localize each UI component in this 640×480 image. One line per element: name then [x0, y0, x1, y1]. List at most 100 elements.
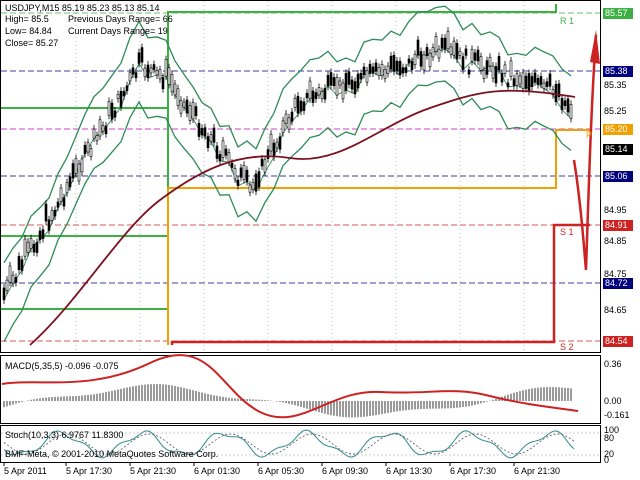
candle-body: [176, 88, 180, 106]
macd-bar: [456, 401, 458, 408]
macd-bar: [333, 401, 335, 416]
candle-body: [38, 230, 42, 240]
candle-body: [11, 274, 15, 284]
macd-bar: [450, 401, 452, 409]
macd-bar: [426, 401, 428, 409]
candle-body: [248, 184, 252, 193]
macd-bar: [441, 401, 443, 409]
candle-body: [200, 128, 204, 136]
macd-bar: [132, 386, 134, 401]
macd-bar: [393, 401, 395, 412]
price-tag-low: 84.72: [603, 278, 633, 289]
candle-body: [92, 128, 96, 139]
moving-average: [29, 89, 576, 346]
candle-body: [257, 171, 261, 188]
candle-body: [185, 99, 189, 114]
macd-bar: [78, 395, 80, 401]
macd-bar: [306, 401, 308, 409]
macd-bar: [444, 401, 446, 409]
macd-bar: [138, 385, 140, 401]
macd-bar: [480, 401, 482, 404]
candle-body: [482, 69, 486, 79]
macd-bar: [522, 390, 524, 401]
candle-body: [464, 48, 468, 56]
macd-bar: [411, 401, 413, 410]
macd-bar: [429, 401, 431, 409]
candle-body: [131, 67, 135, 75]
candle-body: [527, 73, 531, 92]
macd-bar: [546, 387, 548, 401]
macd-bar: [30, 399, 32, 401]
candle-body: [212, 127, 216, 143]
candle-body: [128, 72, 132, 82]
candle-body: [404, 67, 408, 73]
bollinger-bands: [3, 5, 572, 343]
candle-body: [158, 69, 162, 80]
candle-body: [116, 94, 120, 99]
candle-body: [29, 238, 33, 249]
macd-bar: [246, 399, 248, 401]
macd-bar: [15, 401, 17, 404]
candle-body: [554, 84, 558, 103]
macd-bar: [87, 394, 89, 401]
macd-bar: [408, 401, 410, 410]
macd-bar: [483, 401, 485, 403]
candle-body: [386, 65, 390, 74]
time-label: 6 Apr 01:30: [194, 466, 241, 476]
candle-body: [254, 173, 258, 192]
macd-bar: [375, 401, 377, 416]
candle-body: [437, 48, 441, 59]
macd-histogram: [1, 354, 579, 419]
macd-bar: [150, 384, 152, 401]
macd-bar: [348, 401, 350, 418]
bollinger-middle: [3, 48, 572, 301]
candle-body: [290, 111, 294, 122]
candle-body: [245, 169, 249, 182]
macd-bar: [288, 401, 290, 404]
macd-bar: [399, 401, 401, 411]
time-label: 6 Apr 13:30: [386, 466, 433, 476]
candle-body: [194, 106, 198, 117]
candle-body: [224, 148, 228, 156]
candle-body: [383, 69, 387, 79]
macd-bar: [453, 401, 455, 409]
price-tag-mid: 85.06: [603, 171, 633, 182]
macd-bar: [504, 395, 506, 401]
candle-body: [236, 179, 240, 186]
price-tag-current: 85.14: [603, 144, 633, 155]
macd-bar: [381, 401, 383, 415]
candle-body: [455, 43, 459, 60]
macd-bar: [105, 392, 107, 401]
candle-body: [203, 127, 207, 137]
macd-bar: [162, 384, 164, 401]
candle-body: [266, 149, 270, 159]
macd-bar: [165, 384, 167, 401]
macd-bar: [156, 384, 158, 401]
candle-body: [95, 135, 99, 142]
candle-body: [242, 164, 246, 180]
price-tag-pivot: 85.20: [603, 124, 633, 135]
macd-bar: [264, 400, 266, 401]
macd-bar: [123, 388, 125, 401]
stoch-axis-label: 0: [604, 455, 610, 465]
macd-bar: [471, 401, 473, 406]
macd-bar: [402, 401, 404, 411]
candle-body: [473, 52, 477, 61]
candle-body: [170, 74, 174, 93]
candle-body: [41, 229, 45, 239]
macd-bar: [312, 401, 314, 411]
macd-bar: [465, 401, 467, 407]
candle-body: [5, 279, 9, 291]
candle-body: [287, 117, 291, 130]
candle-body: [458, 50, 462, 56]
macd-bar: [534, 388, 536, 401]
price-tag-pivot-high: 85.38: [603, 66, 633, 77]
candle-body: [215, 145, 219, 159]
candle-body: [512, 78, 516, 86]
candle-body: [221, 140, 225, 158]
macd-bar: [537, 387, 539, 401]
price-label: 85.25: [604, 106, 627, 116]
candle-body: [545, 81, 549, 87]
candle-body: [392, 54, 396, 72]
